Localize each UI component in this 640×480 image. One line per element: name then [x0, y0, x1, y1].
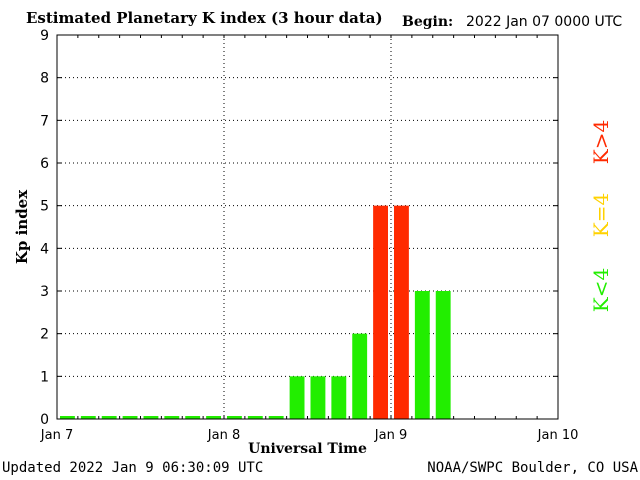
- kp-bar: [247, 416, 263, 419]
- kp-bar: [206, 416, 221, 419]
- legend-high: K>4: [589, 120, 613, 164]
- y-tick-label: 5: [40, 199, 49, 215]
- plot-frame: [56, 34, 559, 420]
- y-tick-label: 0: [40, 412, 49, 428]
- x-tick-label: Jan 7: [40, 428, 73, 443]
- kp-bar: [60, 416, 75, 419]
- kp-bar: [227, 416, 242, 419]
- begin-label: Begin:: [402, 14, 454, 30]
- kp-bar: [435, 291, 451, 419]
- legend-low: K<4: [589, 268, 613, 312]
- kp-bar: [394, 205, 409, 419]
- x-tick-label: Jan 9: [374, 428, 407, 443]
- x-tick-label: Jan 10: [537, 428, 579, 443]
- kp-bar: [268, 416, 284, 419]
- y-axis-label: Kp index: [13, 189, 31, 264]
- credit-line: NOAA/SWPC Boulder, CO USA: [427, 460, 638, 476]
- updated-timestamp: Updated 2022 Jan 9 06:30:09 UTC: [2, 460, 264, 476]
- y-tick-label: 3: [40, 284, 49, 300]
- color-legend: K<4 K=4 K>4: [589, 120, 613, 312]
- kp-bar: [352, 333, 368, 419]
- chart-title: Estimated Planetary K index (3 hour data…: [26, 9, 383, 27]
- y-tick-label: 6: [40, 156, 49, 172]
- kp-bar: [414, 291, 430, 419]
- y-tick-label: 2: [40, 327, 49, 343]
- x-tick-label: Jan 8: [207, 428, 240, 443]
- y-tick-label: 8: [40, 71, 49, 87]
- kp-bar: [101, 416, 117, 419]
- kp-bar: [143, 416, 159, 419]
- kp-index-chart: 0 1 2 3 4 5 6 7 8 9 Jan 7 Jan 8 Jan 9 Jan 10 Universal…: [13, 28, 579, 457]
- y-tick-label: 9: [40, 28, 49, 44]
- y-tick-label: 4: [40, 241, 49, 257]
- kp-bar: [289, 376, 305, 419]
- begin-value: 2022 Jan 07 0000 UTC: [466, 14, 623, 30]
- kp-bar: [373, 205, 388, 419]
- y-tick-label: 1: [40, 369, 49, 385]
- kp-bar: [164, 416, 180, 419]
- kp-bar: [331, 376, 347, 419]
- y-tick-label: 7: [40, 113, 49, 129]
- kp-bar: [185, 416, 201, 419]
- x-axis-label: Universal Time: [248, 441, 367, 457]
- kp-bar: [122, 416, 138, 419]
- kp-bar: [80, 416, 96, 419]
- kp-bar: [310, 376, 326, 419]
- legend-mid: K=4: [589, 193, 613, 237]
